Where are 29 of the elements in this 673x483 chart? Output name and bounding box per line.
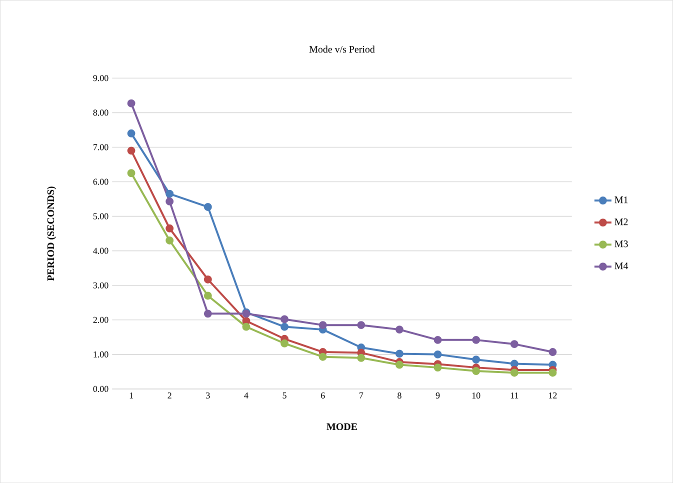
y-tick-label: 0.00 bbox=[93, 386, 108, 392]
y-tick-label: 6.00 bbox=[93, 178, 108, 185]
y-tick-label: 7.00 bbox=[94, 144, 108, 150]
x-tick-label: 11 bbox=[510, 392, 518, 398]
x-tick-label: 12 bbox=[549, 392, 557, 398]
x-tick-label: 6 bbox=[320, 392, 325, 398]
x-tick-label: 8 bbox=[398, 392, 402, 398]
y-tick-label: 8.00 bbox=[93, 110, 108, 116]
x-tick-label: 4 bbox=[244, 392, 248, 398]
legend-label: M1 bbox=[614, 196, 628, 204]
chart-title: Mode v/s Period bbox=[309, 46, 375, 53]
y-tick-label: 4.00 bbox=[93, 248, 108, 254]
y-tick-label: 5.00 bbox=[93, 213, 108, 220]
y-tick-label: 2.00 bbox=[93, 316, 108, 323]
legend-label: M2 bbox=[614, 218, 628, 226]
x-tick-label: 1 bbox=[130, 392, 133, 398]
y-tick-label: 9.00 bbox=[93, 75, 108, 82]
x-tick-label: 7 bbox=[360, 392, 364, 398]
legend-label: M4 bbox=[614, 262, 628, 270]
legend-label: M3 bbox=[614, 240, 628, 248]
x-axis-title: MODE bbox=[326, 423, 357, 430]
x-tick-label: 3 bbox=[206, 392, 210, 398]
x-tick-label: 2 bbox=[168, 392, 172, 398]
x-tick-label: 5 bbox=[282, 392, 286, 398]
y-tick-label: 1.00 bbox=[94, 351, 108, 358]
y-axis-title: PERIOD (SECONDS) bbox=[47, 186, 56, 281]
x-tick-label: 10 bbox=[472, 392, 480, 398]
y-tick-label: 3.00 bbox=[93, 282, 108, 288]
x-tick-label: 9 bbox=[436, 392, 440, 398]
